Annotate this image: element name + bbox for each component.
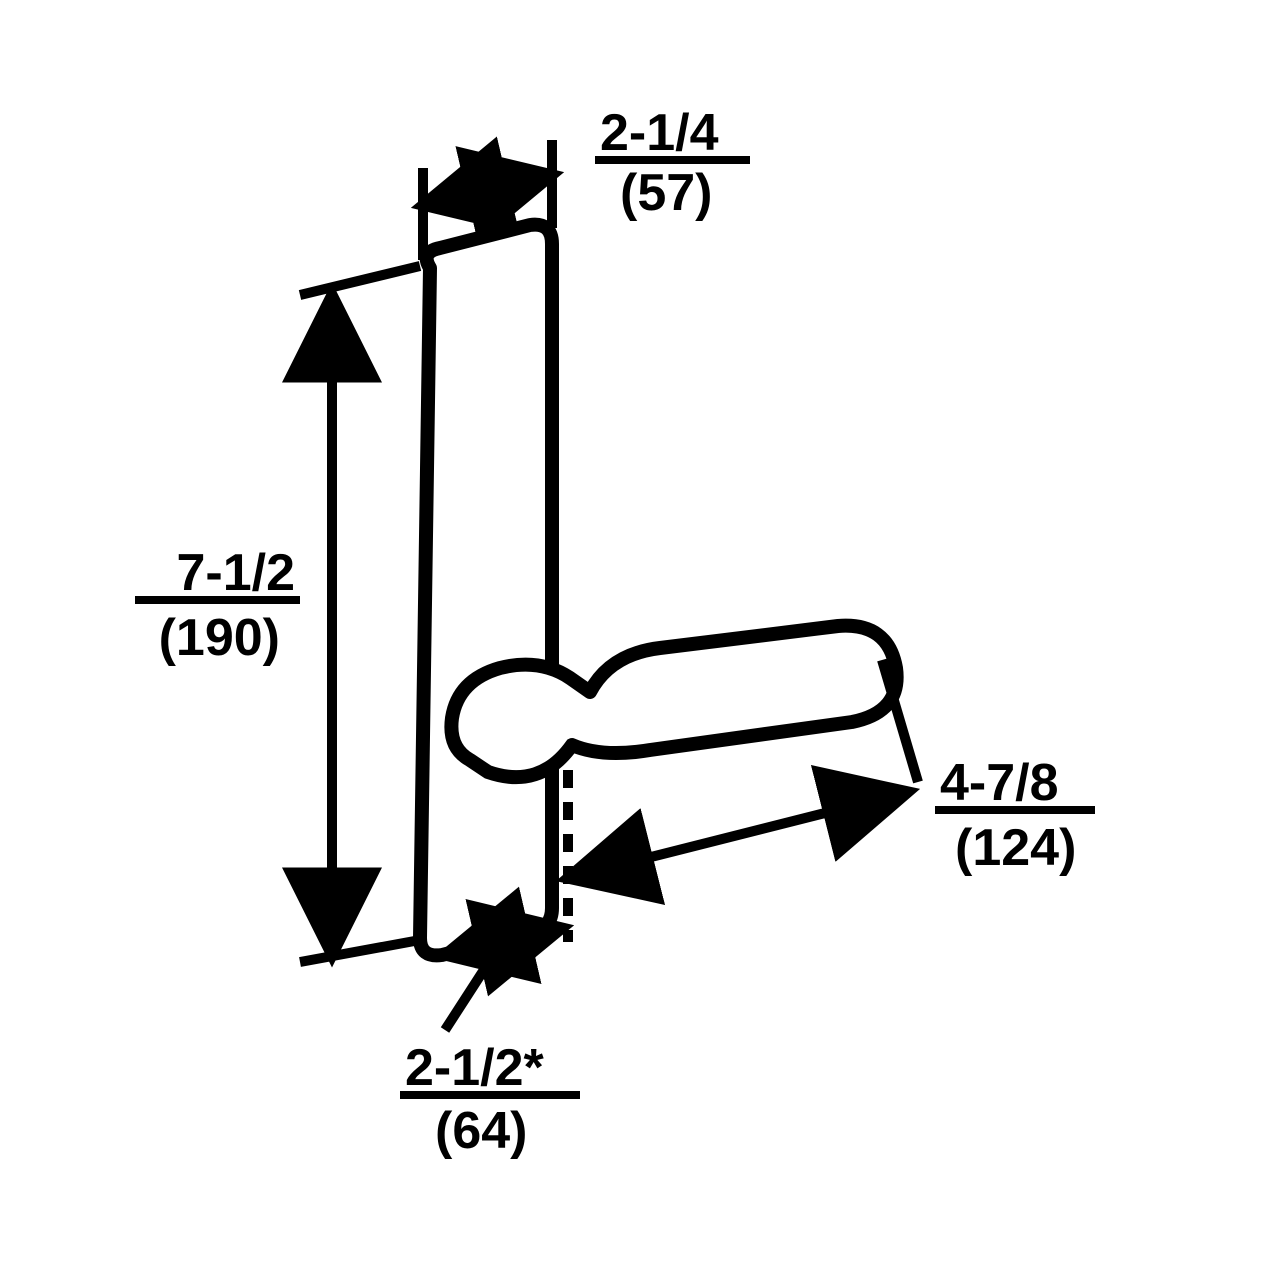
svg-text:2-1/4: 2-1/4	[600, 104, 719, 162]
escutcheon-plate	[420, 225, 552, 956]
dim-lever-imperial: 4-7/8	[940, 754, 1059, 812]
dim-backset-metric: (64)	[435, 1102, 527, 1160]
dim-width-top-metric: (57)	[620, 164, 712, 222]
svg-text:(124): (124)	[955, 819, 1076, 877]
svg-text:2-1/2*: 2-1/2*	[405, 1039, 545, 1097]
dim-backset: 2-1/2* (64)	[400, 928, 580, 1160]
dim-height-left-metric: (190)	[159, 609, 280, 667]
svg-text:4-7/8: 4-7/8	[940, 754, 1059, 812]
svg-text:(64): (64)	[435, 1102, 527, 1160]
dim-width-top-imperial: 2-1/4	[600, 104, 719, 162]
svg-text:(57): (57)	[620, 164, 712, 222]
dim-height-left-imperial: 7-1/2	[176, 544, 295, 602]
svg-text:7-1/2: 7-1/2	[176, 544, 295, 602]
svg-text:(190): (190)	[159, 609, 280, 667]
diagram-canvas: 2-1/4 (57) 7-1/2 (190) 4-7/8 (	[0, 0, 1280, 1280]
dim-lever-metric: (124)	[955, 819, 1076, 877]
lever-handle	[451, 626, 896, 777]
dim-height-left: 7-1/2 (190)	[135, 266, 420, 962]
dim-backset-imperial: 2-1/2*	[405, 1039, 545, 1097]
